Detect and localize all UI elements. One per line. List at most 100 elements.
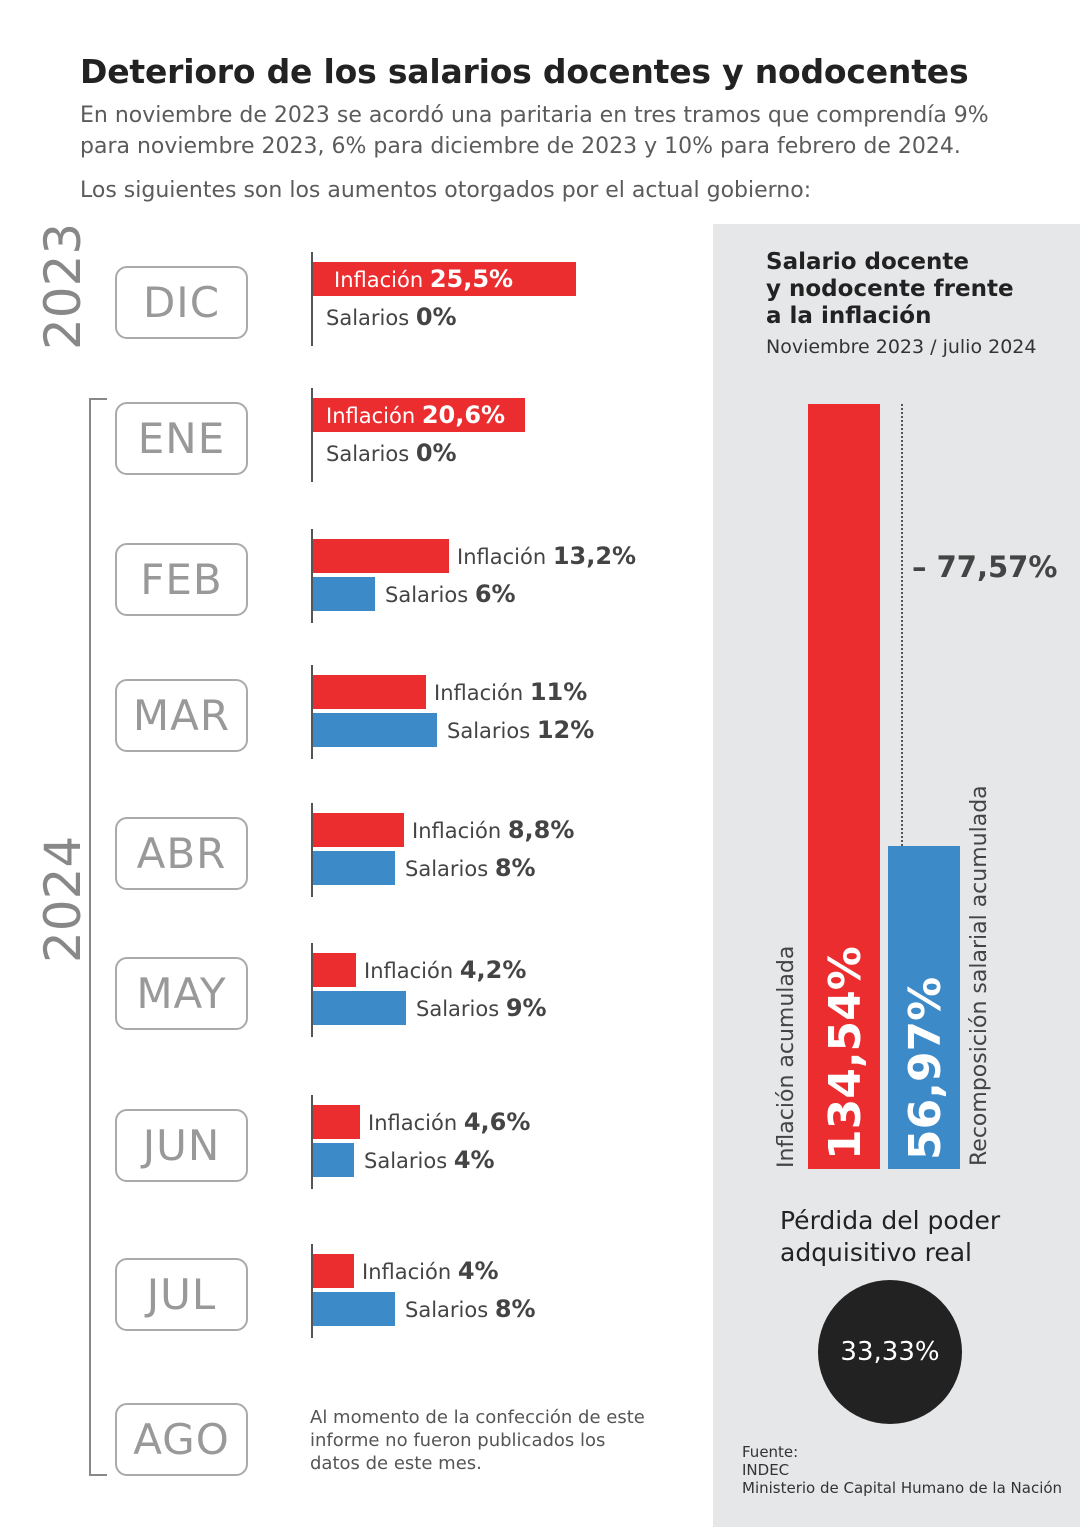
source-line-3: Ministerio de Capital Humano de la Nació… <box>742 1479 1063 1497</box>
inflation-label-mar-word: Inflación <box>434 681 530 705</box>
salary-bar-mar <box>313 713 437 747</box>
inflation-bar-abr <box>313 813 404 847</box>
salary-label-jul: Salarios 8% <box>405 1295 536 1323</box>
inflation-label-abr-word: Inflación <box>412 819 508 843</box>
salary-label-jul-word: Salarios <box>405 1298 495 1322</box>
axis-line-jul <box>311 1244 313 1338</box>
cumulative-inflation-label: Inflación acumulada <box>774 945 799 1168</box>
inflation-label-may-value: 4,2% <box>459 956 527 984</box>
year-2023-label: 2023 <box>34 222 92 350</box>
cumulative-salary-value: 56,97% <box>900 976 951 1160</box>
salary-label-feb: Salarios 6% <box>385 580 516 608</box>
loss-circle: 33,33% <box>818 1280 962 1424</box>
salary-label-dic: Salarios 0% <box>326 303 457 331</box>
salary-label-ene-value: 0% <box>415 439 457 467</box>
page-title: Deterioro de los salarios docentes y nod… <box>80 52 969 91</box>
inflation-label-may: Inflación 4,2% <box>364 956 526 984</box>
inflation-label-dic-value: 25,5% <box>429 265 514 293</box>
salary-label-mar-value: 12% <box>536 716 595 744</box>
year-2024-label: 2024 <box>34 835 92 963</box>
axis-line-mar <box>311 665 313 759</box>
inflation-bar-dic <box>313 262 576 296</box>
intro-line-1: En noviembre de 2023 se acordó una parit… <box>80 103 989 128</box>
inflation-label-dic-word: Inflación <box>334 268 430 292</box>
panel-subtitle: Noviembre 2023 / julio 2024 <box>766 336 1037 358</box>
month-box-dic: DIC <box>115 266 248 339</box>
inflation-label-mar: Inflación 11% <box>434 678 587 706</box>
axis-line-jun <box>311 1095 313 1189</box>
panel-title: Salario docente y nodocente frente a la … <box>766 249 1066 330</box>
inflation-label-mar-value: 11% <box>529 678 588 706</box>
salary-label-may: Salarios 9% <box>416 994 547 1022</box>
inflation-label-abr-value: 8,8% <box>507 816 575 844</box>
salary-label-jun-word: Salarios <box>364 1149 454 1173</box>
inflation-bar-jun <box>313 1105 360 1139</box>
loss-title: Pérdida del poder adquisitivo real <box>780 1205 1040 1269</box>
year-2024-bracket <box>89 398 107 1476</box>
month-box-mar: MAR <box>115 679 248 752</box>
inflation-label-ene: Inflación 20,6% <box>326 401 505 429</box>
loss-value: 33,33% <box>840 1337 940 1367</box>
inflation-bar-may <box>313 953 356 987</box>
axis-line-may <box>311 943 313 1037</box>
salary-label-mar: Salarios 12% <box>447 716 594 744</box>
panel-title-line-1: Salario docente <box>766 249 969 275</box>
inflation-bar-mar <box>313 675 426 709</box>
salary-label-abr-value: 8% <box>494 854 536 882</box>
salary-bar-jun <box>313 1143 354 1177</box>
salary-bar-feb <box>313 577 375 611</box>
month-box-jul: JUL <box>115 1258 248 1331</box>
inflation-label-feb: Inflación 13,2% <box>457 542 636 570</box>
inflation-bar-ene <box>313 398 525 432</box>
intro-line-3: Los siguientes son los aumentos otorgado… <box>80 178 812 203</box>
inflation-bar-jul <box>313 1254 354 1288</box>
salary-label-jun: Salarios 4% <box>364 1146 495 1174</box>
cumulative-salary-bar <box>888 846 960 1169</box>
cumulative-inflation-value: 134,54% <box>820 946 871 1160</box>
inflation-label-jul-value: 4% <box>457 1257 499 1285</box>
gap-label: – 77,57% <box>912 550 1058 584</box>
inflation-label-jul-word: Inflación <box>362 1260 458 1284</box>
source-note: Fuente: INDEC Ministerio de Capital Huma… <box>742 1443 1062 1497</box>
inflation-label-jun: Inflación 4,6% <box>368 1108 530 1136</box>
salary-label-feb-value: 6% <box>474 580 516 608</box>
inflation-label-jun-value: 4,6% <box>463 1108 531 1136</box>
gap-dotted-line <box>901 404 903 846</box>
loss-title-line-2: adquisitivo real <box>780 1238 972 1267</box>
month-box-ago: AGO <box>115 1403 248 1476</box>
salary-label-mar-word: Salarios <box>447 719 537 743</box>
month-box-ene: ENE <box>115 402 248 475</box>
salary-bar-may <box>313 991 406 1025</box>
inflation-label-dic: Inflación 25,5% <box>334 265 513 293</box>
inflation-label-jun-word: Inflación <box>368 1111 464 1135</box>
source-line-2: INDEC <box>742 1461 790 1479</box>
cumulative-inflation-bar <box>808 404 880 1169</box>
salary-label-abr-word: Salarios <box>405 857 495 881</box>
loss-title-line-1: Pérdida del poder <box>780 1206 1001 1235</box>
salary-label-ene-word: Salarios <box>326 442 416 466</box>
inflation-label-abr: Inflación 8,8% <box>412 816 574 844</box>
month-box-abr: ABR <box>115 817 248 890</box>
axis-line-dic <box>311 252 313 346</box>
inflation-label-feb-value: 13,2% <box>552 542 637 570</box>
salary-label-dic-value: 0% <box>415 303 457 331</box>
salary-label-feb-word: Salarios <box>385 583 475 607</box>
salary-label-ene: Salarios 0% <box>326 439 457 467</box>
salary-label-may-word: Salarios <box>416 997 506 1021</box>
salary-bar-abr <box>313 851 395 885</box>
inflation-label-ene-value: 20,6% <box>421 401 506 429</box>
salary-label-may-value: 9% <box>505 994 547 1022</box>
salary-label-abr: Salarios 8% <box>405 854 536 882</box>
inflation-label-may-word: Inflación <box>364 959 460 983</box>
inflation-label-ene-word: Inflación <box>326 404 422 428</box>
source-line-1: Fuente: <box>742 1443 799 1461</box>
axis-line-abr <box>311 803 313 897</box>
panel-title-line-3: a la inflación <box>766 303 932 329</box>
salary-label-jun-value: 4% <box>453 1146 495 1174</box>
inflation-label-jul: Inflación 4% <box>362 1257 499 1285</box>
salary-label-dic-word: Salarios <box>326 306 416 330</box>
cumulative-salary-label: Recomposición salarial acumulada <box>967 785 992 1166</box>
month-box-may: MAY <box>115 957 248 1030</box>
panel-title-line-2: y nodocente frente <box>766 276 1014 302</box>
ago-note: Al momento de la confección de este info… <box>310 1407 645 1474</box>
